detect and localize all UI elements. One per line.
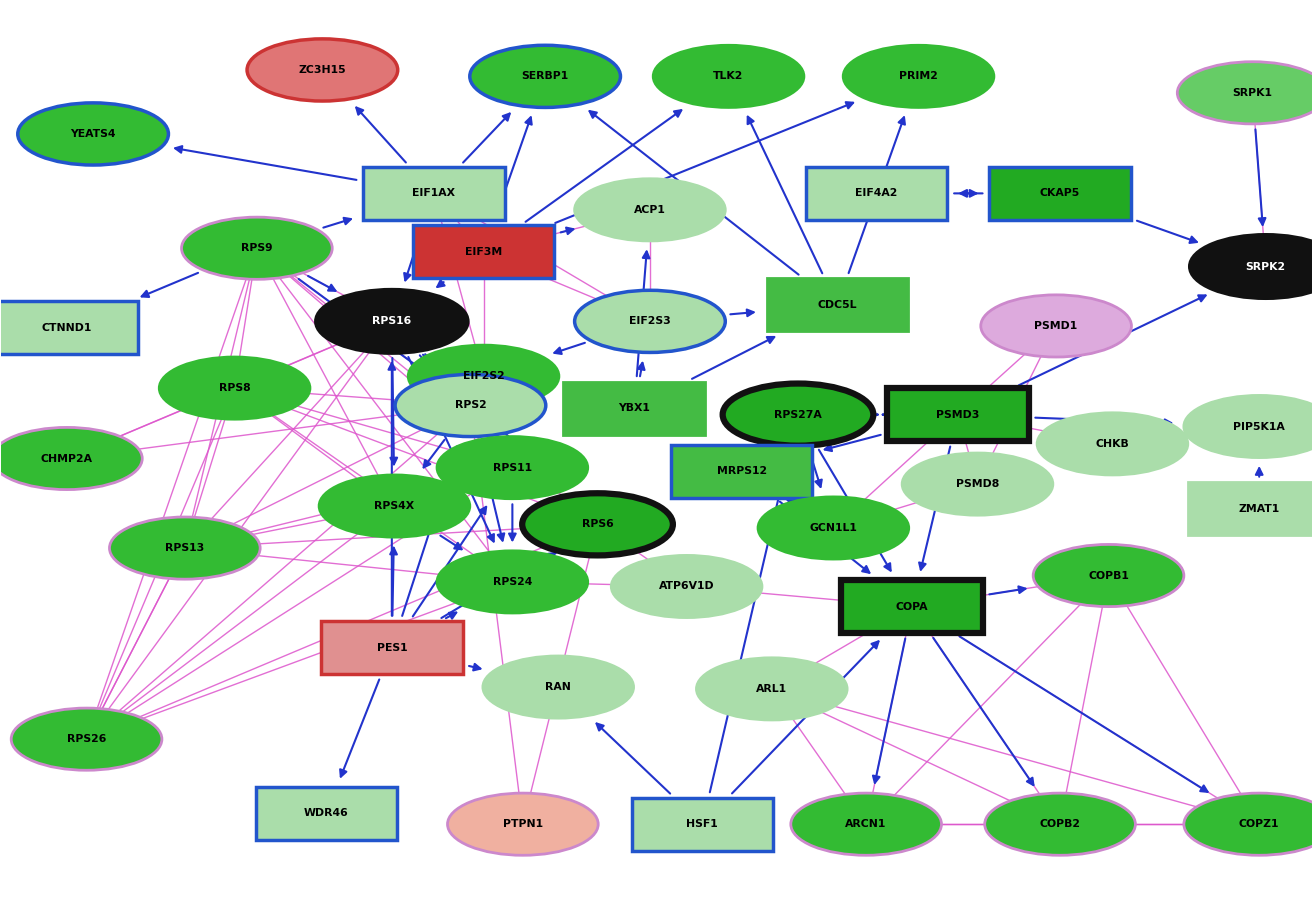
FancyBboxPatch shape: [1188, 482, 1313, 536]
Text: ARL1: ARL1: [756, 684, 788, 694]
Ellipse shape: [470, 45, 621, 107]
Ellipse shape: [319, 475, 470, 537]
FancyBboxPatch shape: [322, 621, 462, 674]
Text: HSF1: HSF1: [687, 819, 718, 829]
Ellipse shape: [0, 427, 142, 490]
Text: RPS13: RPS13: [165, 543, 205, 553]
Text: RAN: RAN: [545, 682, 571, 692]
Text: RPS2: RPS2: [454, 401, 486, 411]
FancyBboxPatch shape: [632, 798, 773, 851]
FancyBboxPatch shape: [671, 445, 813, 498]
FancyBboxPatch shape: [0, 302, 138, 354]
FancyBboxPatch shape: [362, 167, 504, 220]
Ellipse shape: [523, 493, 672, 556]
Ellipse shape: [12, 708, 161, 770]
Text: CHKB: CHKB: [1095, 439, 1129, 449]
Text: ZC3H15: ZC3H15: [298, 65, 347, 75]
Ellipse shape: [395, 374, 546, 436]
Text: TLK2: TLK2: [713, 72, 743, 82]
Text: PIP5K1A: PIP5K1A: [1233, 422, 1285, 432]
Text: RPS9: RPS9: [242, 243, 273, 253]
Ellipse shape: [575, 291, 725, 352]
Text: RPS11: RPS11: [492, 463, 532, 472]
Text: EIF3M: EIF3M: [465, 247, 502, 257]
Text: ATP6V1D: ATP6V1D: [659, 581, 714, 591]
FancyBboxPatch shape: [842, 580, 982, 633]
Text: ARCN1: ARCN1: [846, 819, 886, 829]
Ellipse shape: [437, 436, 588, 499]
Text: EIF4A2: EIF4A2: [856, 188, 898, 198]
Text: COPZ1: COPZ1: [1239, 819, 1279, 829]
Ellipse shape: [437, 551, 588, 613]
Text: RPS4X: RPS4X: [374, 501, 415, 511]
Ellipse shape: [758, 497, 909, 559]
Text: COPB1: COPB1: [1088, 570, 1129, 580]
Ellipse shape: [696, 657, 847, 720]
Text: EIF1AX: EIF1AX: [412, 188, 456, 198]
Text: PSMD8: PSMD8: [956, 479, 999, 489]
Text: PTPN1: PTPN1: [503, 819, 542, 829]
Text: ZMAT1: ZMAT1: [1238, 503, 1280, 514]
Text: YEATS4: YEATS4: [71, 129, 116, 139]
FancyBboxPatch shape: [888, 388, 1028, 441]
Text: GCN1L1: GCN1L1: [809, 523, 857, 533]
Text: MRPS12: MRPS12: [717, 467, 767, 476]
Ellipse shape: [159, 357, 310, 419]
Text: RPS16: RPS16: [372, 316, 411, 326]
Text: CTNND1: CTNND1: [42, 323, 92, 333]
Text: CDC5L: CDC5L: [818, 300, 857, 310]
Text: RPS24: RPS24: [492, 577, 532, 587]
FancyBboxPatch shape: [563, 381, 705, 435]
Ellipse shape: [109, 517, 260, 580]
Ellipse shape: [408, 345, 559, 407]
Text: PES1: PES1: [377, 643, 407, 653]
Text: EIF2S3: EIF2S3: [629, 316, 671, 326]
Ellipse shape: [1037, 413, 1188, 475]
Ellipse shape: [654, 45, 804, 107]
Text: CHMP2A: CHMP2A: [41, 454, 93, 463]
Ellipse shape: [18, 103, 168, 165]
FancyBboxPatch shape: [412, 226, 554, 279]
Text: RPS8: RPS8: [219, 383, 251, 393]
FancyBboxPatch shape: [989, 167, 1130, 220]
Text: PSMD3: PSMD3: [936, 410, 979, 420]
Ellipse shape: [790, 793, 941, 856]
Text: SRPK1: SRPK1: [1233, 88, 1272, 98]
Text: PRIM2: PRIM2: [899, 72, 937, 82]
Text: RPS26: RPS26: [67, 735, 106, 745]
Ellipse shape: [1178, 61, 1313, 124]
Text: SRPK2: SRPK2: [1246, 261, 1285, 271]
FancyBboxPatch shape: [767, 279, 909, 331]
Ellipse shape: [985, 793, 1136, 856]
Ellipse shape: [902, 453, 1053, 515]
Text: CKAP5: CKAP5: [1040, 188, 1081, 198]
Text: EIF2S2: EIF2S2: [462, 371, 504, 381]
Ellipse shape: [843, 45, 994, 107]
Ellipse shape: [1184, 793, 1313, 856]
Ellipse shape: [483, 656, 634, 718]
Text: ACP1: ACP1: [634, 204, 666, 215]
Ellipse shape: [722, 383, 873, 446]
Text: COPA: COPA: [895, 602, 928, 612]
Ellipse shape: [575, 179, 725, 241]
Ellipse shape: [1184, 395, 1313, 458]
Ellipse shape: [1033, 545, 1184, 607]
Text: SERBP1: SERBP1: [521, 72, 569, 82]
Text: YBX1: YBX1: [618, 403, 650, 414]
FancyBboxPatch shape: [256, 787, 397, 840]
Ellipse shape: [181, 217, 332, 280]
FancyBboxPatch shape: [806, 167, 948, 220]
Ellipse shape: [981, 295, 1132, 357]
Ellipse shape: [1191, 236, 1313, 298]
Text: COPB2: COPB2: [1040, 819, 1081, 829]
Ellipse shape: [612, 556, 762, 617]
Ellipse shape: [247, 39, 398, 101]
Text: RPS27A: RPS27A: [775, 410, 822, 420]
Text: RPS6: RPS6: [582, 519, 613, 529]
Ellipse shape: [448, 793, 599, 856]
Text: WDR46: WDR46: [303, 808, 349, 818]
Text: PSMD1: PSMD1: [1035, 321, 1078, 331]
Ellipse shape: [316, 291, 467, 352]
